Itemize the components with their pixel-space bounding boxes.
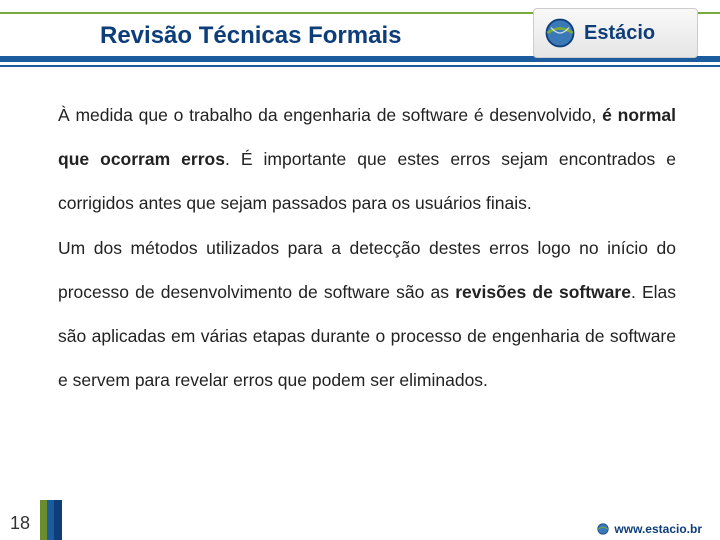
page-number: 18 bbox=[10, 513, 30, 534]
brand-logo-icon bbox=[542, 15, 578, 51]
paragraph-1: À medida que o trabalho da engenharia de… bbox=[58, 94, 676, 225]
slide-header: Revisão Técnicas Formais Estácio bbox=[0, 0, 720, 66]
slide-body: À medida que o trabalho da engenharia de… bbox=[0, 66, 720, 402]
brand-logo-text: Estácio bbox=[584, 22, 655, 45]
footer-stripe bbox=[40, 500, 62, 540]
header-blue-line-thin bbox=[0, 65, 720, 67]
p1-text-pre: À medida que o trabalho da engenharia de… bbox=[58, 105, 602, 125]
slide-title: Revisão Técnicas Formais bbox=[100, 22, 401, 50]
paragraph-2: Um dos métodos utilizados para a detecçã… bbox=[58, 227, 676, 402]
stripe-darkblue bbox=[54, 500, 62, 540]
stripe-green bbox=[40, 500, 47, 540]
footer-logo-icon bbox=[596, 522, 610, 536]
p2-text-bold: revisões de software bbox=[455, 282, 631, 302]
stripe-blue bbox=[47, 500, 54, 540]
slide-footer: 18 www.estacio.br bbox=[0, 508, 720, 540]
brand-logo: Estácio bbox=[533, 8, 698, 58]
footer-url-box: www.estacio.br bbox=[596, 522, 702, 536]
footer-url: www.estacio.br bbox=[614, 522, 702, 536]
